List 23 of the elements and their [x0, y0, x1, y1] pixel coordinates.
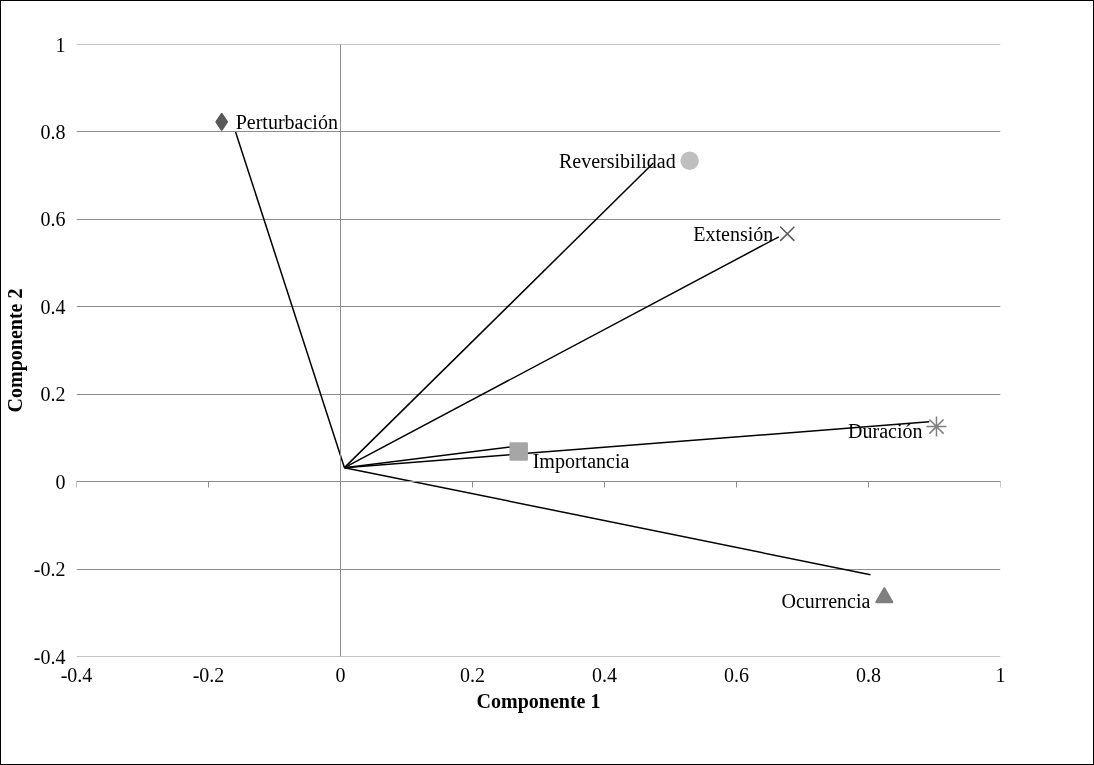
- series-label: Duración: [848, 419, 923, 442]
- x-tick-label: 1: [995, 663, 1006, 686]
- series-label: Extensión: [693, 222, 774, 245]
- y-tick-label: 1: [55, 33, 66, 56]
- y-tick-label: 0.4: [40, 295, 66, 318]
- x-tick-label: 0.4: [592, 663, 617, 686]
- y-tick-label: 0.6: [40, 208, 66, 231]
- series-label: Importancia: [532, 450, 630, 474]
- x-tick-label: 0.6: [724, 663, 749, 686]
- x-axis-title: Componente 1: [476, 689, 601, 713]
- series-label: Reversibilidad: [559, 149, 676, 172]
- y-tick-label: 0: [55, 470, 66, 493]
- y-tick-label: -0.2: [33, 558, 66, 581]
- y-tick-label: -0.4: [33, 645, 66, 668]
- x-tick-label: 0.8: [856, 663, 881, 686]
- series-label: Ocurrencia: [781, 590, 871, 613]
- y-axis-title: Componente 2: [3, 288, 27, 413]
- x-tick-label: 0: [335, 663, 346, 686]
- x-tick-label: 0.2: [460, 663, 485, 686]
- y-tick-label: 0.2: [40, 383, 66, 406]
- series-label: Perturbación: [235, 110, 338, 133]
- y-tick-label: 0.8: [40, 120, 66, 143]
- x-tick-label: -0.2: [192, 663, 225, 686]
